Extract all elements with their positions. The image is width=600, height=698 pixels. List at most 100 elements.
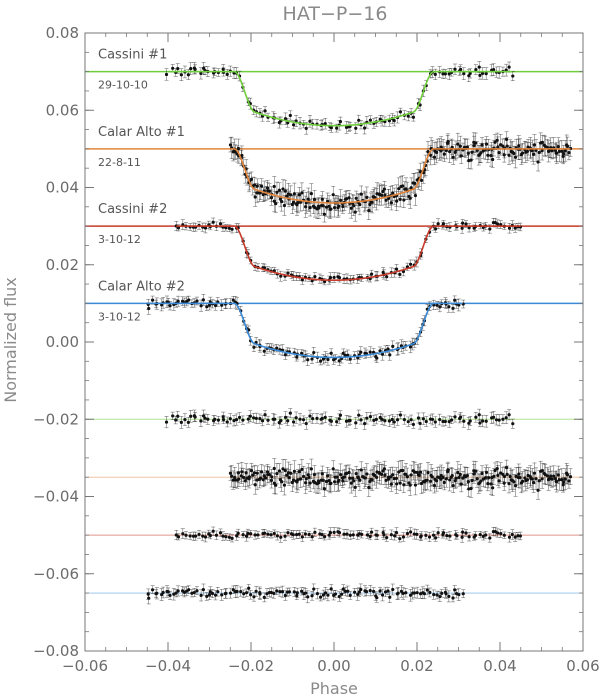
residual-point (419, 481, 424, 486)
residual-point (494, 418, 499, 422)
residual-point (224, 591, 228, 595)
x-tick-label: −0.04 (145, 657, 191, 675)
residual-point (383, 419, 387, 423)
residual-point (518, 475, 522, 480)
residual-point (184, 533, 188, 537)
residual-point (300, 535, 304, 539)
residual-point (460, 535, 464, 539)
residual-point (315, 592, 320, 596)
residual-point (266, 532, 270, 536)
residual-point (567, 479, 571, 483)
residual-point (275, 534, 279, 538)
data-point (337, 359, 341, 363)
residual-point (461, 530, 465, 534)
data-point (189, 67, 193, 71)
residual-point (372, 418, 376, 422)
residual-point (303, 532, 307, 536)
residual-point (380, 417, 384, 421)
data-point (341, 204, 345, 209)
residual-point (451, 596, 455, 600)
series-name-label: Calar Alto #1 (98, 125, 185, 140)
residual-point (373, 473, 377, 477)
data-point (537, 150, 541, 155)
residual-point (540, 477, 544, 481)
residual-point (448, 478, 452, 482)
residual-point (375, 596, 379, 600)
residual-point (241, 533, 245, 537)
data-point (211, 220, 215, 224)
data-point (332, 205, 337, 210)
residual-point (382, 467, 387, 471)
residual-point (272, 466, 276, 471)
data-point (283, 189, 287, 193)
residual-point (203, 416, 207, 420)
residual-point (351, 533, 355, 537)
residual-point (300, 467, 304, 471)
residual-point (441, 419, 445, 424)
data-point (466, 151, 470, 155)
residual-point (342, 475, 346, 479)
data-point (401, 184, 405, 188)
residual-point (368, 415, 373, 419)
residual-point (441, 531, 446, 535)
residual-point (458, 472, 462, 477)
residual-point (448, 534, 452, 538)
residual-point (532, 481, 536, 485)
data-point (438, 305, 442, 309)
residual-point (545, 474, 550, 478)
residual-point (344, 471, 349, 475)
residual-point (352, 479, 356, 483)
residual-point (338, 473, 343, 477)
lightcurve-points (174, 217, 523, 286)
residual-point (176, 535, 181, 539)
data-point (252, 345, 256, 349)
residual-point (487, 476, 491, 480)
data-point (474, 141, 478, 145)
residual-point (228, 591, 233, 595)
residual-point (511, 422, 515, 426)
data-point (474, 68, 478, 72)
residual-point (248, 414, 252, 418)
residual-point (301, 418, 306, 422)
residual-point (434, 479, 439, 483)
data-point (310, 357, 314, 361)
data-point (201, 66, 206, 70)
residual-point (249, 469, 253, 473)
residual-point (547, 476, 552, 481)
data-point (375, 356, 379, 360)
residual-point (297, 532, 301, 536)
residual-point (265, 592, 269, 596)
residual-point (450, 418, 454, 422)
data-point (460, 226, 464, 230)
residual-point (275, 472, 279, 476)
residual-point (379, 472, 384, 477)
data-point (550, 149, 554, 153)
residual-point (194, 534, 198, 538)
residual-point (230, 474, 234, 478)
residual-point (504, 466, 509, 470)
data-point (328, 276, 333, 280)
data-point (267, 189, 272, 193)
residual-point (409, 473, 413, 477)
residual-point (301, 474, 306, 479)
data-point (435, 303, 439, 307)
residual-point (171, 414, 175, 418)
data-point (392, 119, 396, 123)
residual-point (501, 417, 505, 421)
data-point (493, 220, 497, 225)
data-point (281, 187, 285, 191)
data-point (439, 145, 443, 149)
residual-point (404, 591, 408, 595)
residual-point (363, 422, 367, 426)
residual-point (433, 420, 437, 424)
residual-point (387, 419, 391, 423)
residual-point (283, 593, 287, 598)
data-point (338, 198, 343, 202)
data-point (413, 193, 418, 198)
series-1: Cassini #1 29-10-10 (85, 48, 583, 430)
data-point (434, 227, 438, 231)
data-point (304, 126, 308, 130)
data-point (354, 126, 358, 130)
data-point (337, 204, 341, 208)
data-point (436, 222, 440, 226)
